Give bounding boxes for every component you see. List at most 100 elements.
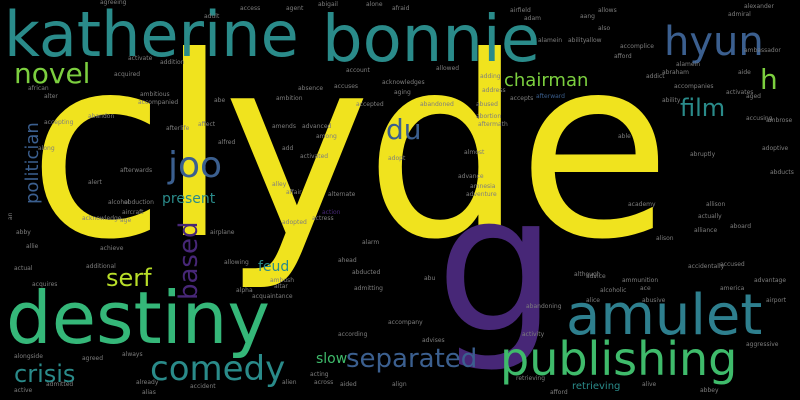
word-alpha: admitting	[354, 285, 383, 292]
word-accepting: accepting	[44, 119, 74, 126]
word-novel: novel	[14, 57, 91, 90]
word-abbey: abbey	[700, 387, 719, 394]
word-afterward: afterward	[536, 93, 565, 100]
word-allow: allow	[586, 37, 602, 44]
word-ammunition: advantage	[754, 277, 787, 284]
word-ace: america	[720, 285, 745, 292]
word-address: address	[482, 87, 506, 94]
word-present: present	[162, 191, 216, 207]
word-access: access	[240, 5, 261, 12]
word-afford: afford	[550, 389, 568, 396]
word-acquired: acquired	[114, 71, 141, 78]
word-advance: advance	[458, 173, 484, 180]
word-admiral: admiral	[728, 11, 751, 18]
word-abby: allie	[26, 243, 39, 250]
word-aide: aide	[738, 69, 751, 76]
word-active: active	[14, 387, 33, 394]
word-based: based	[174, 221, 204, 300]
word-abigail: abigail	[318, 1, 338, 8]
word-american: achieve	[100, 245, 124, 252]
word-allie: alarm	[362, 239, 380, 246]
word-alliance: airplane	[210, 229, 235, 236]
word-aang: accompanies	[674, 83, 714, 90]
word-alien: across	[314, 379, 334, 386]
word-affair: allison	[706, 201, 726, 208]
word-able: along	[38, 145, 55, 152]
word-destiny: destiny	[6, 276, 270, 360]
word-align: retrieving	[516, 375, 546, 382]
word-adopted: actress	[312, 215, 334, 222]
word-airport: accompany	[388, 319, 423, 326]
word-accompany: abandoning	[526, 303, 562, 310]
word-alex: adam	[524, 15, 542, 22]
word-alice: abusive	[642, 297, 666, 304]
word-hyun: hyun	[664, 19, 764, 65]
word-alley: amnesia	[470, 183, 496, 190]
word-bonnie: bonnie	[322, 3, 541, 77]
word-allison: acknowledge	[82, 215, 122, 222]
word-adoptive: activated	[300, 153, 329, 160]
word-alcohol: abduction	[124, 199, 154, 206]
word-adam: add	[282, 145, 294, 152]
word-age: academy	[628, 201, 656, 208]
word-agent: agent	[286, 5, 304, 12]
word-accuses: accuses	[334, 83, 359, 90]
word-publishing: publishing	[500, 332, 738, 386]
word-airfield: airfield	[510, 7, 531, 14]
word-activate: activate	[128, 55, 153, 62]
word-abe: abe	[214, 97, 226, 104]
word-already: accident	[190, 383, 216, 390]
word-abandon: abandon	[88, 113, 115, 120]
word-accidentally: accused	[720, 261, 745, 268]
word-ambrose: ambrose	[766, 117, 793, 124]
word-alongside: agreed	[82, 355, 104, 362]
word-advises: alongside	[14, 353, 43, 360]
word-acid: accusing	[746, 115, 773, 122]
word-aging: aging	[394, 89, 411, 96]
word-adopt: abducts	[770, 169, 794, 176]
word-among: able	[618, 133, 631, 140]
word-additional: ambush	[270, 277, 295, 284]
word-achieve: an	[7, 212, 14, 220]
word-aircraft: affair	[286, 189, 302, 196]
word-admitted: already	[136, 379, 159, 386]
word-alone: alone	[366, 1, 383, 8]
word-account: account	[346, 67, 370, 74]
word-amulet: amulet	[566, 283, 763, 348]
word-accepted: accepted	[356, 101, 384, 108]
word-allowed: allowed	[436, 65, 460, 72]
word-amid: aang	[580, 13, 595, 20]
word-adding: adding	[480, 73, 501, 80]
word-action: adopted	[282, 219, 307, 226]
word-katherine: katherine	[4, 0, 299, 71]
word-aftermath: aftermath	[478, 121, 508, 128]
word-film: film	[680, 94, 726, 122]
word-actual: additional	[86, 263, 116, 270]
word-addition: addition	[160, 59, 185, 66]
word-abducted: accidentally	[688, 263, 725, 270]
word-feud: feud	[258, 259, 290, 275]
word-admitting: alcoholic	[600, 287, 627, 294]
word-ahead: abducted	[352, 269, 381, 276]
word-abruptly: afterwards	[120, 167, 153, 174]
word-politician: politician	[22, 122, 43, 204]
word-ambassador: ambassador	[744, 47, 781, 54]
word-comedy: comedy	[150, 349, 286, 389]
word-accepts: accepts	[510, 95, 534, 102]
word-afterlife: among	[316, 133, 337, 140]
word-affect: affect	[198, 121, 216, 128]
word-slow: slow	[316, 351, 348, 367]
word-amnesia: adventure	[466, 191, 497, 198]
word-accident: alien	[282, 379, 297, 386]
word-acting: aided	[340, 381, 357, 388]
word-afterwards: alert	[88, 179, 102, 186]
word-abducts: alcohol	[108, 199, 130, 206]
word-alive: alive	[642, 381, 657, 388]
word-academy: actually	[698, 213, 722, 220]
word-retrieving: retrieving	[572, 381, 621, 392]
word-advice: ammunition	[622, 277, 659, 284]
word-agreeing: agreeing	[100, 0, 127, 6]
word-accusing: afterlife	[166, 125, 190, 132]
word-activated: almost	[464, 149, 485, 156]
word-adventure: aircraft	[122, 209, 144, 216]
